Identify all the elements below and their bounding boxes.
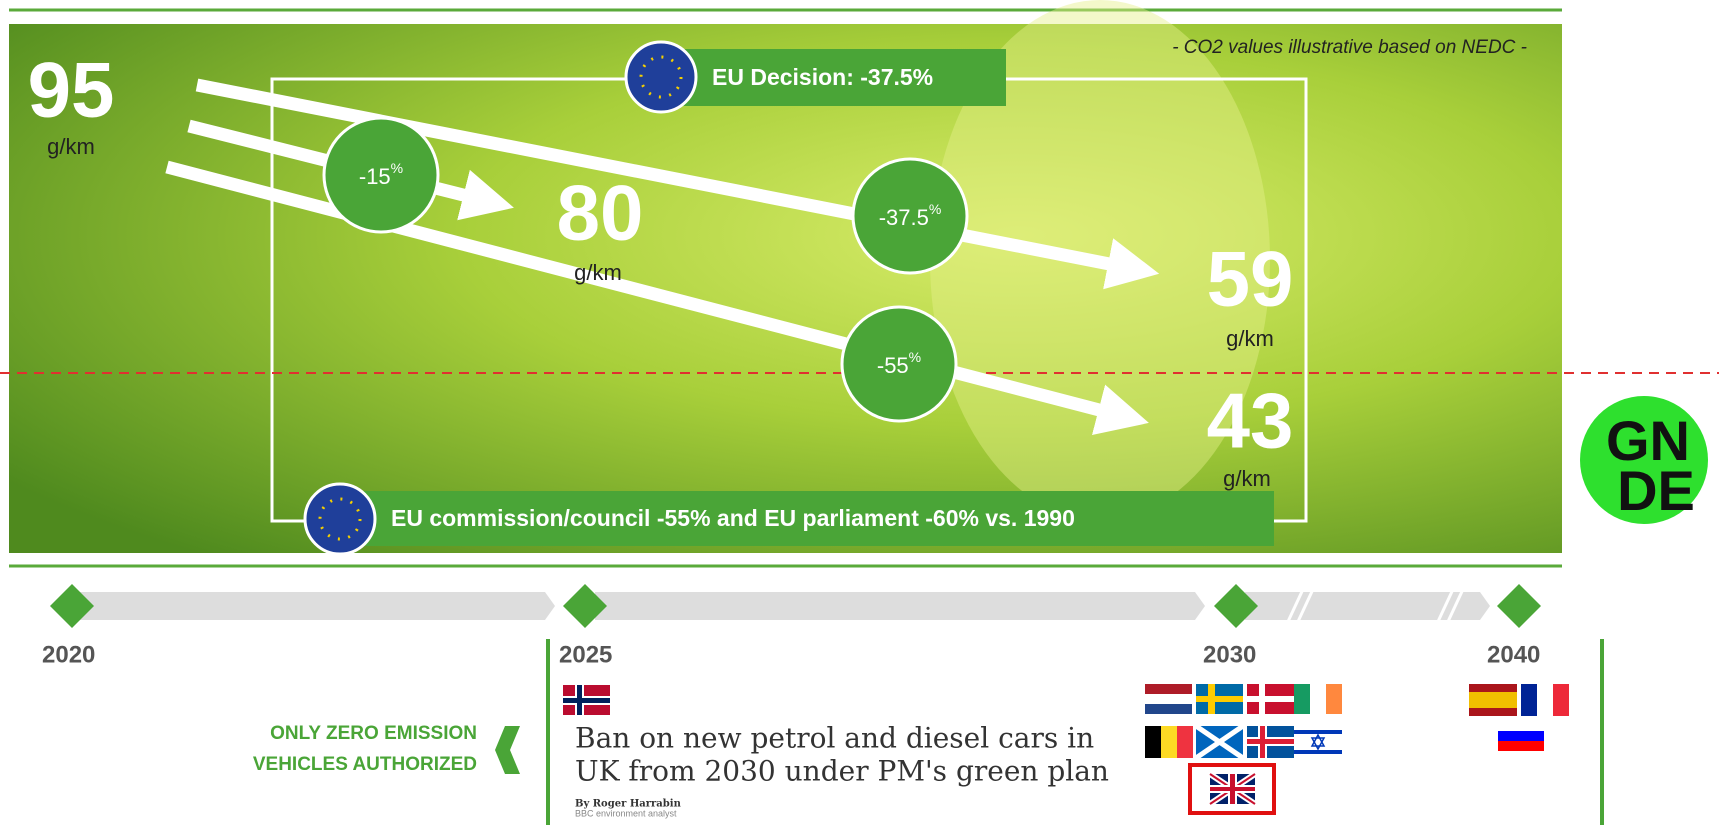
target-value: 59 [1207,235,1294,323]
target-unit: g/km [574,260,622,285]
headline: UK from 2030 under PM's green plan [575,755,1109,788]
eu-flag [626,42,696,112]
badge-unit: % [929,201,941,217]
target-unit: g/km [1226,326,1274,351]
target-value: 80 [557,169,644,257]
target-value: 43 [1207,377,1294,465]
flag-norway [563,685,610,715]
zero-emission-text: ONLY ZERO EMISSION [270,723,477,744]
banner-text: EU commission/council -55% and EU parlia… [391,505,1075,531]
timeline-bar [80,592,1490,620]
reduction-badge: -15% [324,118,438,232]
slide: - CO2 values illustrative based on NEDC … [0,0,1719,825]
year: 2040 [1487,641,1540,668]
flags-2030 [1145,684,1342,813]
target-unit: g/km [1223,466,1271,491]
badge-value: -55 [877,353,909,378]
flags-2040 [1469,684,1569,751]
reduction-badge: -37.5% [853,159,967,273]
chevron [495,726,520,774]
year: 2030 [1203,641,1256,668]
note: - CO2 values illustrative based on NEDC … [1172,37,1527,58]
target-unit: g/km [47,134,95,159]
badge-unit: % [391,160,403,176]
badge-value: -37.5 [879,205,929,230]
badge-unit: % [909,349,921,365]
year: 2025 [559,641,612,668]
headline: Ban on new petrol and diesel cars in [575,722,1094,755]
zero-emission-text: VEHICLES AUTHORIZED [253,754,477,775]
eu-flag [305,484,375,554]
logo-text: DE [1617,459,1695,522]
author-role: BBC environment analyst [575,808,677,818]
target-value: 95 [28,46,115,134]
banner-text: EU Decision: -37.5% [712,64,933,90]
year: 2020 [42,641,95,668]
reduction-badge: -55% [842,307,956,421]
badge-value: -15 [359,164,391,189]
